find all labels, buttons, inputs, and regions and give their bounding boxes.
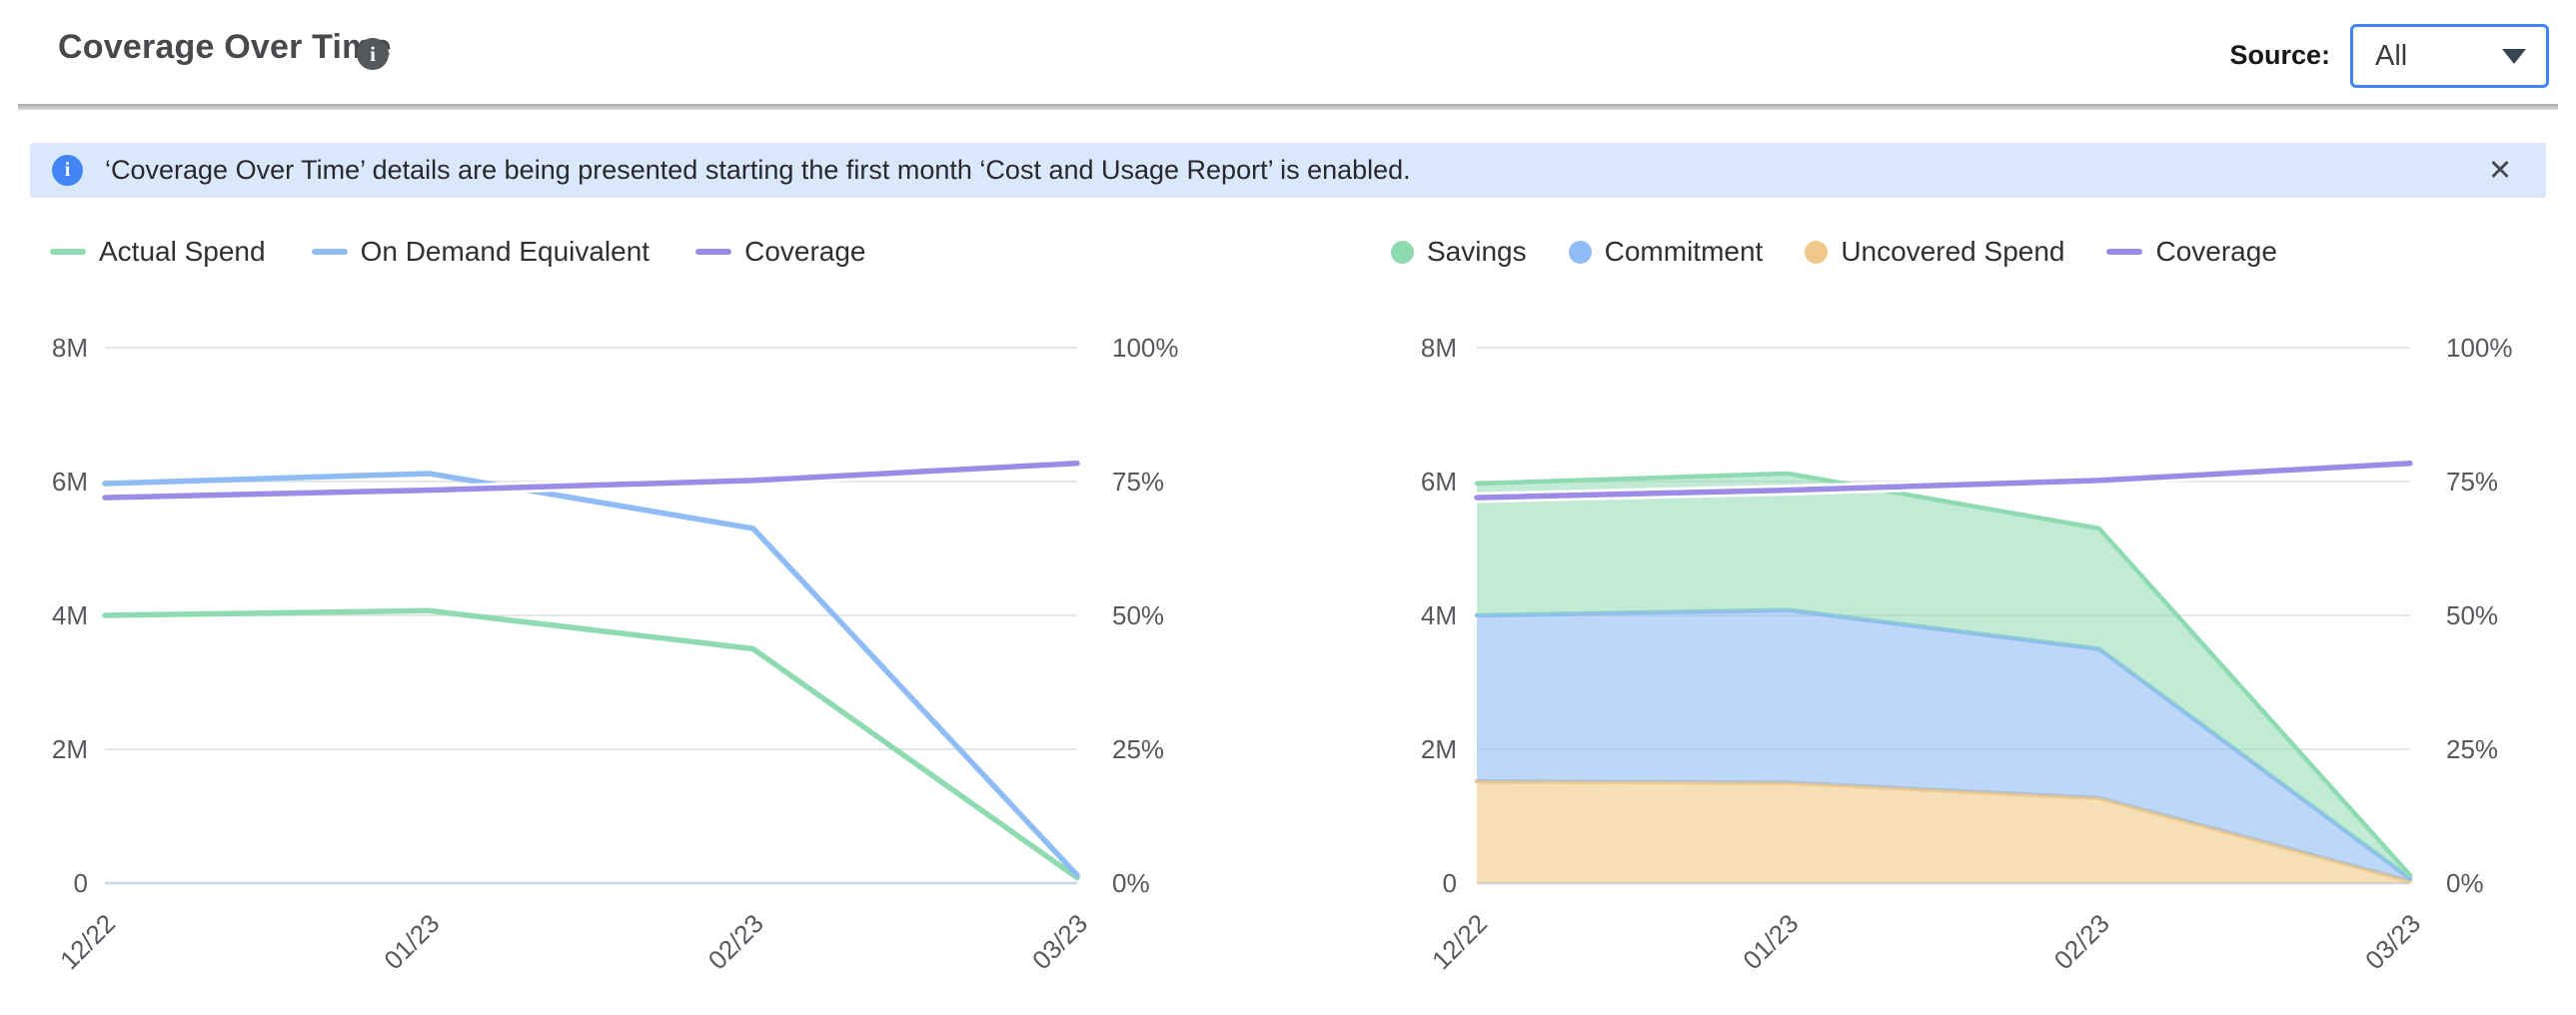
info-glyph: i (370, 42, 376, 67)
close-icon: ✕ (2488, 153, 2512, 188)
legend-item-coverage[interactable]: Coverage (695, 236, 865, 268)
legend-item-commitment[interactable]: Commitment (1569, 236, 1764, 268)
legend-label: Savings (1427, 236, 1527, 268)
legend-item-coverage[interactable]: Coverage (2106, 236, 2276, 268)
legend-item-savings[interactable]: Savings (1391, 236, 1527, 268)
legend-line-marker (312, 249, 348, 255)
page-title: Coverage Over Time (58, 28, 392, 67)
legend-circle-marker (1391, 241, 1414, 264)
title-info-icon[interactable]: i (357, 38, 389, 70)
legend-label: Commitment (1605, 236, 1764, 268)
x-axis-label: 02/23 (2048, 908, 2115, 975)
y-axis-label-left: 2M (52, 734, 88, 764)
y-axis-label-left: 0 (74, 868, 88, 898)
y-axis-label-right: 75% (1112, 467, 1164, 497)
legend-line-marker (50, 249, 86, 255)
y-axis-label-left: 6M (52, 467, 88, 497)
chevron-down-icon (2502, 49, 2526, 64)
info-banner: i ‘Coverage Over Time’ details are being… (30, 143, 2546, 198)
y-axis-label-left: 8M (52, 333, 88, 363)
legend-label: Coverage (744, 236, 865, 268)
series (105, 464, 1077, 878)
axis-labels: 0 0% 2M 25% 4M 50% 6M 75% 8M 100% 12/22 01/23 02/23 0… (52, 333, 1179, 975)
y-axis-label-left: 0 (1443, 868, 1457, 898)
series (1477, 464, 2410, 883)
y-axis-label-right: 75% (2446, 467, 2498, 497)
legend-label: Coverage (2155, 236, 2276, 268)
legend-circle-marker (1805, 241, 1828, 264)
spend-coverage-line-chart: 0 0% 2M 25% 4M 50% 6M 75% 8M 100% 12/22 01/23 02/23 0… (0, 290, 1289, 1015)
y-axis-label-right: 50% (2446, 600, 2498, 630)
legend-line-marker (2106, 249, 2142, 255)
legend-line-marker (695, 249, 731, 255)
line-actual-spend (105, 610, 1077, 877)
header-divider (18, 104, 2558, 110)
x-axis-label: 01/23 (378, 908, 445, 975)
y-axis-label-left: 8M (1421, 333, 1457, 363)
y-axis-label-right: 25% (1112, 734, 1164, 764)
x-axis-label: 03/23 (1026, 908, 1093, 975)
legend-circle-marker (1569, 241, 1592, 264)
source-dropdown[interactable]: All (2350, 24, 2549, 88)
y-axis-label-right: 100% (1112, 333, 1179, 363)
y-axis-label-right: 100% (2446, 333, 2513, 363)
info-glyph: i (65, 159, 71, 182)
legend-item-uncovered-spend[interactable]: Uncovered Spend (1805, 236, 2064, 268)
y-axis-label-right: 50% (1112, 600, 1164, 630)
y-axis-label-right: 0% (1112, 868, 1150, 898)
y-axis-label-right: 25% (2446, 734, 2498, 764)
line-on-demand-equivalent (105, 474, 1077, 875)
banner-info-icon: i (52, 155, 83, 186)
y-axis-label-left: 2M (1421, 734, 1457, 764)
left-chart-legend: Actual Spend On Demand Equivalent Coverage (50, 236, 866, 268)
y-axis-label-left: 6M (1421, 467, 1457, 497)
legend-item-actual-spend[interactable]: Actual Spend (50, 236, 266, 268)
banner-close-button[interactable]: ✕ (2478, 143, 2522, 198)
banner-text: ‘Coverage Over Time’ details are being p… (105, 143, 1411, 198)
source-selected-value: All (2375, 40, 2502, 73)
x-axis-label: 03/23 (2359, 908, 2426, 975)
right-chart-legend: Savings Commitment Uncovered Spend Coverage (1391, 236, 2277, 268)
y-axis-label-left: 4M (1421, 600, 1457, 630)
y-axis-label-left: 4M (52, 600, 88, 630)
savings-commitment-area-chart: 0 0% 2M 25% 4M 50% 6M 75% 8M 100% 12/22 01/23 02/23 0… (1289, 290, 2576, 1015)
source-label: Source: (2158, 0, 2330, 110)
legend-label: Actual Spend (99, 236, 266, 268)
y-axis-label-right: 0% (2446, 868, 2484, 898)
x-axis-label: 01/23 (1737, 908, 1804, 975)
legend-item-on-demand-equivalent[interactable]: On Demand Equivalent (312, 236, 650, 268)
coverage-over-time-panel: Coverage Over Time i Source: All i ‘Cove… (0, 0, 2576, 1015)
x-axis-label: 12/22 (1426, 908, 1493, 975)
legend-label: Uncovered Spend (1841, 236, 2064, 268)
x-axis-label: 02/23 (702, 908, 769, 975)
x-axis-label: 12/22 (54, 908, 121, 975)
legend-label: On Demand Equivalent (361, 236, 650, 268)
